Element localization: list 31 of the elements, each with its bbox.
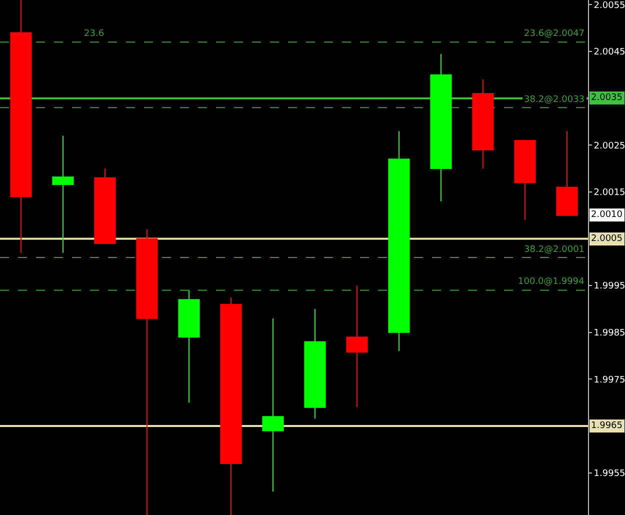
- ref-line-label: 38.2@2.0033: [524, 95, 585, 105]
- candlestick: [262, 318, 284, 492]
- candlestick: [304, 308, 326, 420]
- ref-line-label: 100.0@1.9994: [518, 277, 585, 287]
- candlestick: [514, 140, 536, 221]
- candlestick: [52, 135, 74, 254]
- ref-line-label: 23.6@2.0047: [524, 29, 585, 39]
- candlestick: [556, 130, 578, 216]
- y-tick-label: 1.9975: [594, 375, 625, 386]
- candlestick: [10, 0, 32, 254]
- annotation: 23.6: [84, 29, 104, 39]
- y-tick-label: 1.9955: [594, 469, 625, 480]
- ref-line-label: 2.0035: [591, 93, 622, 103]
- y-tick-label: 1.9995: [594, 282, 625, 292]
- candlestick: [220, 296, 242, 515]
- ref-line-label: 2.0005: [591, 234, 622, 244]
- candlestick: [136, 228, 158, 515]
- annotation: 2.0010: [591, 210, 623, 220]
- y-tick-label: 1.9985: [594, 328, 625, 339]
- candlestick: [94, 168, 116, 244]
- y-tick-label: 2.0045: [594, 48, 625, 58]
- y-tick-label: 2.0015: [594, 188, 625, 198]
- candlestick: [388, 130, 410, 352]
- ref-line-label: 1.9965: [591, 421, 622, 431]
- ref-line-label: 38.2@2.0001: [524, 245, 585, 255]
- candlestick: [346, 285, 368, 408]
- candlestick: [472, 79, 494, 170]
- y-tick-label: 2.0025: [594, 141, 625, 152]
- candlestick: [178, 290, 200, 404]
- y-tick-label: 2.0055: [594, 0, 625, 11]
- candlestick: [430, 53, 452, 202]
